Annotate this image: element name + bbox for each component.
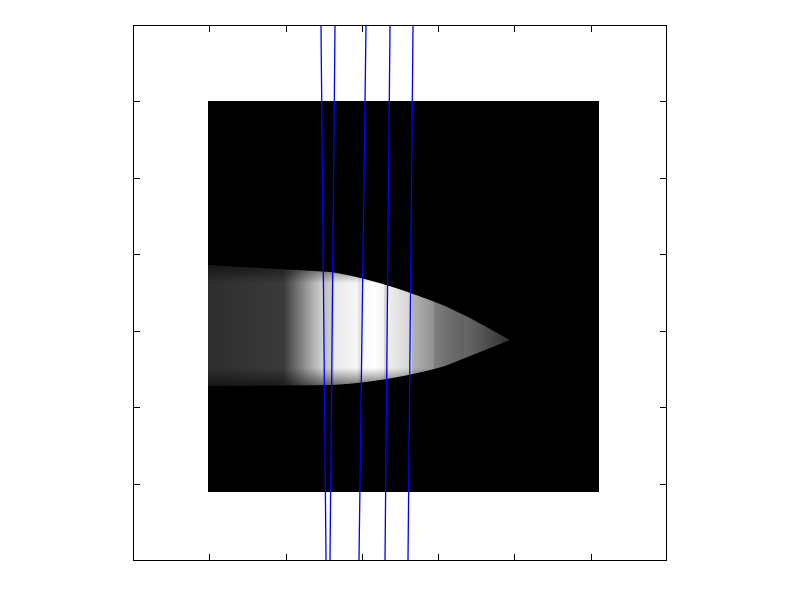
plume-band	[464, 260, 514, 390]
plume-band	[412, 260, 434, 390]
plume-band	[434, 260, 464, 390]
